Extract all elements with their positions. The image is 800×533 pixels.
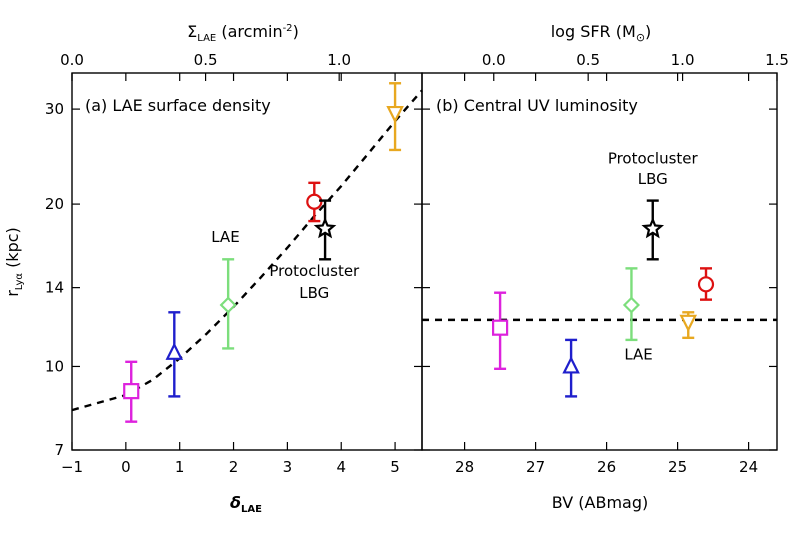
- x-tick-label: 2: [229, 458, 239, 476]
- annotation-label: Protocluster: [608, 149, 699, 167]
- panel-b-frame: [421, 72, 778, 451]
- fit-line: [71, 89, 423, 412]
- x-tick-label: −1: [61, 458, 83, 476]
- x-tick-label: 4: [336, 458, 346, 476]
- panel-a-top-xlabel-main: Σ: [187, 22, 197, 41]
- data-point-star: [641, 216, 665, 239]
- top-x-tick-label: 0.0: [482, 51, 506, 69]
- x-tick-label: 28: [455, 458, 474, 476]
- panel-a-title: (a) LAE surface density: [85, 96, 271, 115]
- panel-b-top-xlabel-sym: ⊙: [636, 31, 645, 44]
- y-tick-label: 30: [45, 100, 64, 118]
- data-point-triangle-up: [562, 355, 580, 374]
- ylabel: rLyα (kpc): [3, 227, 25, 297]
- y-tick-label: 14: [45, 279, 64, 297]
- y-tick-label: 20: [45, 195, 64, 213]
- annotation-label: LAE: [624, 346, 652, 364]
- top-x-tick-label: 1.0: [327, 51, 351, 69]
- panel-a-xlabel-sub: LAE: [241, 504, 262, 515]
- panel-a-top-xlabel-sup: -2: [283, 23, 293, 34]
- panel-b-xlabel: BV (ABmag): [552, 493, 648, 512]
- x-tick-label: 3: [283, 458, 293, 476]
- ylabel-rest: (kpc): [3, 227, 22, 273]
- panel-a-xlabel-main: δ: [230, 493, 241, 512]
- x-tick-label: 5: [390, 458, 400, 476]
- annotation-label: LAE: [211, 228, 239, 246]
- annotation-label: Protocluster: [269, 262, 360, 280]
- x-tick-label: 26: [597, 458, 616, 476]
- x-tick-label: 24: [739, 458, 758, 476]
- panel-b-title: (b) Central UV luminosity: [436, 96, 638, 115]
- top-x-tick-label: 1.5: [765, 51, 789, 69]
- data-point-triangle-down: [386, 105, 404, 124]
- panel-a-top-xlabel-end: ): [293, 22, 299, 41]
- panel-a-top-xlabel-sub: LAE: [197, 33, 216, 44]
- annotation-label: LBG: [299, 284, 329, 302]
- ylabel-sub: Lyα: [14, 273, 25, 291]
- x-tick-label: 1: [175, 458, 185, 476]
- annotation-label: LBG: [638, 170, 668, 188]
- panel-a-top-xlabel-rest: (arcmin: [216, 22, 282, 41]
- data-point-diamond: [219, 296, 237, 314]
- panel-a-xlabel: δLAE: [230, 493, 262, 515]
- y-tick-label: 7: [54, 441, 64, 459]
- x-tick-label: 25: [668, 458, 687, 476]
- top-x-tick-label: 1.0: [671, 51, 695, 69]
- panel-a-plot: −1 0 1 2 3 4 5 0.0 0.5 1.0 7 10 14 20 30 LAE Protocluste…: [45, 51, 423, 476]
- ylabel-main: r: [3, 290, 22, 297]
- top-x-tick-label: 0.5: [194, 51, 218, 69]
- top-x-tick-label: 0.0: [60, 51, 84, 69]
- panel-b-top-xlabel: log SFR (M⊙): [551, 22, 652, 44]
- panel-a-top-xlabel: ΣLAE (arcmin-2): [187, 22, 299, 44]
- data-point-square: [123, 383, 140, 400]
- x-tick-label: 0: [121, 458, 131, 476]
- top-x-tick-label: 0.5: [576, 51, 600, 69]
- panel-b-top-xlabel-main: log SFR (M: [551, 22, 636, 41]
- data-point-triangle-up: [165, 342, 184, 360]
- data-point-star: [313, 216, 337, 239]
- data-point-triangle-down: [679, 314, 698, 333]
- panel-b-plot: 28 27 26 25 24 0.0 0.5 1.0 1.5 Protocluster LBG LAE: [422, 51, 789, 476]
- panel-b-top-xlabel-end: ): [645, 22, 651, 41]
- data-point-circle: [697, 276, 715, 293]
- data-point-square: [492, 319, 509, 336]
- data-point-diamond: [622, 296, 641, 314]
- y-tick-label: 10: [45, 357, 64, 375]
- x-tick-label: 27: [526, 458, 545, 476]
